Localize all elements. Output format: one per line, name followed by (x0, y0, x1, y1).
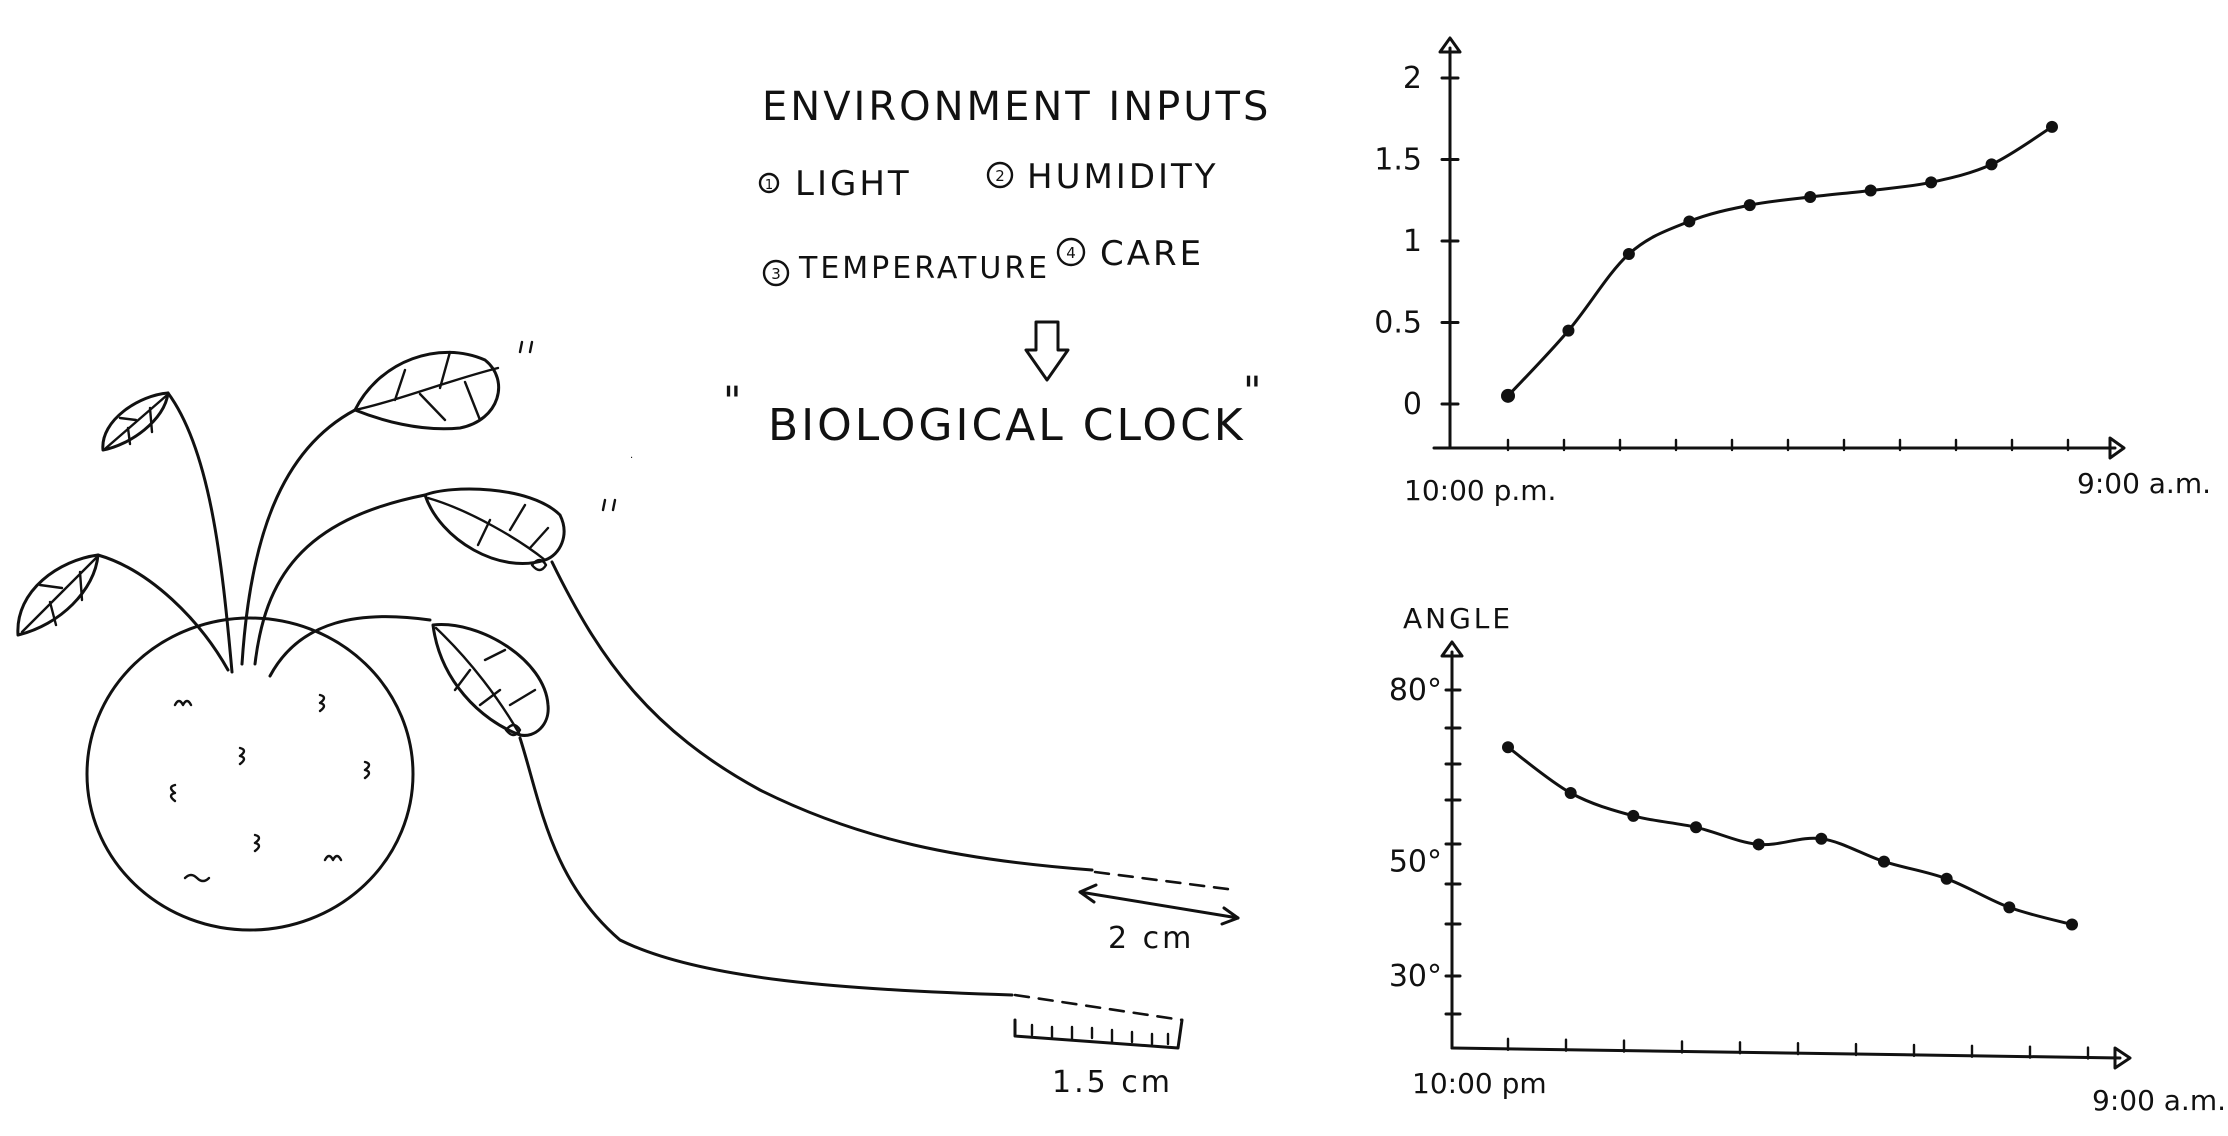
chart-angle: ANGLE 30° 50° 80° 10:00 pm 9:00 a.m. (1389, 602, 2226, 1117)
chart2-point (1564, 786, 1577, 799)
input-label-light: LIGHT (795, 164, 912, 204)
chart1-series-line (1506, 125, 2054, 398)
measure-upper: 2 cm (1078, 870, 1240, 956)
chart2-point (1940, 872, 1953, 885)
chart2-y-tick-label: 80° (1389, 673, 1442, 708)
input-label-care: CARE (1100, 234, 1204, 274)
chart1-xtick-end: 9:00 a.m. (2077, 467, 2211, 500)
chart2-y-tick-label: 30° (1389, 959, 1442, 994)
chart-growth: 0 0.5 1 1.5 2 10:00 p.m. 9:00 a.m. (1374, 36, 2211, 507)
chart2-point (1627, 809, 1640, 822)
leaf-right-lower (431, 623, 550, 737)
plant-illustration: 2 cm 1.5 cm (16, 340, 1240, 1100)
soil-marks (169, 693, 371, 883)
chart1-point (1622, 248, 1635, 261)
chart2-y-ticks: 30° 50° 80° (1389, 673, 1462, 1016)
leaf-left (16, 553, 100, 637)
chart2-points (1502, 741, 2078, 931)
chart2-point (1690, 821, 1702, 834)
chart2-point (1815, 832, 1828, 845)
chart1-point (1804, 190, 1817, 203)
chart1-y-tick-label: 0 (1403, 387, 1422, 422)
chart2-y-tick-label: 50° (1389, 845, 1442, 880)
down-arrow-icon (1024, 320, 1070, 382)
chart2-x-arrow (2113, 1046, 2132, 1070)
quote-open: " (723, 379, 741, 425)
input-label-humidity: HUMIDITY (1027, 157, 1219, 197)
chart1-point (1683, 215, 1696, 228)
chart2-series-line (1506, 745, 2074, 926)
chart1-x-arrow (2108, 436, 2126, 460)
input-item-care: 4 CARE (1056, 234, 1204, 274)
measure-lower: 1.5 cm (1013, 993, 1184, 1100)
chart1-point (1743, 199, 1756, 212)
chart1-y-tick-label: 2 (1403, 61, 1422, 96)
plant-tendrils (518, 560, 1094, 997)
chart1-y-tick-label: 0.5 (1374, 306, 1422, 341)
chart2-point (1502, 741, 1514, 754)
chart1-y-tick-label: 1 (1403, 224, 1422, 259)
chart1-y-ticks: 0 0.5 1 1.5 2 (1374, 61, 1460, 422)
chart2-point (2003, 901, 2016, 914)
measure-upper-label: 2 cm (1108, 921, 1194, 956)
leaf-top-right (353, 340, 534, 431)
chart1-point (1985, 158, 1998, 171)
chart1-point (1864, 184, 1877, 197)
plant-stems (96, 391, 432, 678)
chart1-xtick-start: 10:00 p.m. (1404, 474, 1556, 507)
chart2-xtick-start: 10:00 pm (1412, 1067, 1547, 1100)
environment-inputs: ENVIRONMENT INPUTS 1 LIGHT 2 HUMIDITY 3 … (630, 84, 1271, 461)
measure-lower-label: 1.5 cm (1052, 1065, 1173, 1100)
chart1-point (1925, 176, 1938, 189)
input-item-humidity: 2 HUMIDITY (986, 157, 1219, 197)
input-item-light: 1 LIGHT (758, 164, 912, 204)
chart2-x-axis (1450, 1046, 2122, 1060)
chart2-y-label: ANGLE (1403, 602, 1513, 635)
chart2-x-ticks (1506, 1037, 2090, 1060)
chart1-point (2046, 120, 2058, 133)
input-num-care: 4 (1066, 244, 1076, 262)
chart2-xtick-end: 9:00 a.m. (2092, 1084, 2226, 1117)
result-label: BIOLOGICAL CLOCK (768, 400, 1246, 451)
chart2-y-arrow (1440, 640, 1464, 658)
input-num-humidity: 2 (995, 167, 1005, 185)
leaf-right-upper (423, 487, 617, 572)
stray-dot: . (630, 450, 633, 461)
chart1-point (1501, 388, 1515, 403)
input-num-temperature: 3 (771, 265, 781, 283)
chart2-point (1752, 838, 1765, 851)
input-num-light: 1 (765, 178, 773, 193)
inputs-title: ENVIRONMENT INPUTS (762, 84, 1271, 130)
chart1-point (1562, 324, 1575, 337)
chart2-point (2066, 918, 2078, 931)
quote-close: " (1243, 369, 1261, 415)
input-label-temperature: TEMPERATURE (798, 251, 1050, 286)
leaf-top-left (101, 391, 170, 452)
chart1-x-ticks (1506, 438, 2070, 452)
chart1-points (1501, 120, 2058, 403)
chart2-point (1878, 855, 1890, 868)
pot-circle (85, 616, 415, 932)
chart1-y-arrow (1438, 36, 1462, 54)
input-item-temperature: 3 TEMPERATURE (762, 251, 1050, 287)
chart1-y-tick-label: 1.5 (1374, 143, 1422, 178)
